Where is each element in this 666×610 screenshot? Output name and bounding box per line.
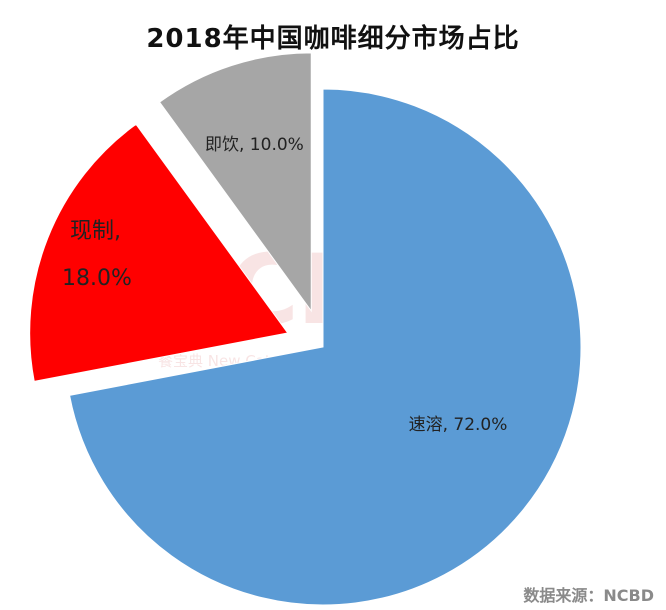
slice-label-fresh-value: 18.0%	[62, 266, 132, 291]
slice-label-instant: 速溶, 72.0%	[409, 415, 508, 435]
pie-slices	[29, 52, 582, 606]
slice-instant	[68, 88, 582, 606]
slice-fresh	[29, 123, 289, 382]
slice-label-rtd: 即饮, 10.0%	[205, 135, 304, 155]
pie-labels: 速溶, 72.0% 现制, 18.0% 即饮, 10.0%	[62, 135, 507, 435]
chart-title: 2018年中国咖啡细分市场占比	[146, 24, 520, 54]
slice-label-fresh-name: 现制,	[70, 219, 121, 244]
slice-rtd	[158, 52, 312, 313]
source-note: 数据来源：NCBD	[523, 586, 654, 605]
